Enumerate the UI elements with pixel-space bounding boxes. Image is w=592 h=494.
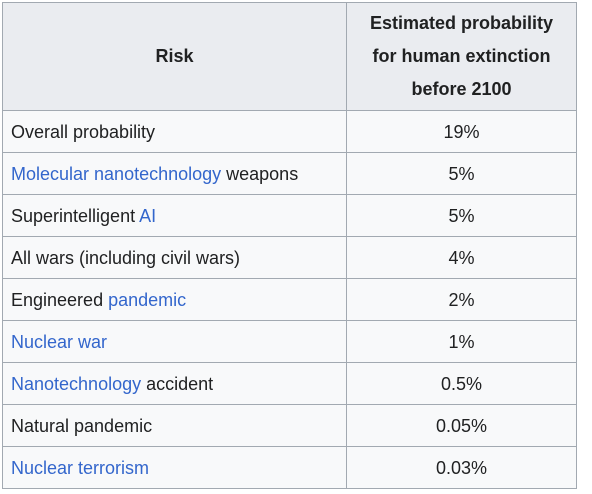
header-probability-line2: for human extinction xyxy=(372,46,551,66)
table-row: Natural pandemic 0.05% xyxy=(2,404,577,447)
risk-table-container: Risk Estimated probability for human ext… xyxy=(2,2,577,489)
probability-cell: 19% xyxy=(346,110,577,153)
risk-link[interactable]: pandemic xyxy=(108,289,187,310)
risk-link[interactable]: AI xyxy=(139,205,157,226)
probability-cell: 4% xyxy=(346,236,577,279)
header-risk[interactable]: Risk xyxy=(2,2,347,111)
probability-cell: 0.5% xyxy=(346,362,577,405)
probability-cell: 0.03% xyxy=(346,446,577,489)
risk-cell: Natural pandemic xyxy=(2,404,347,447)
risk-link[interactable]: Nanotechnology xyxy=(11,373,142,394)
header-row: Risk Estimated probability for human ext… xyxy=(2,2,577,111)
probability-cell: 5% xyxy=(346,194,577,237)
probability-cell: 2% xyxy=(346,278,577,321)
risk-cell: Nuclear terrorism xyxy=(2,446,347,489)
header-probability-line3: before 2100 xyxy=(411,79,512,99)
header-probability[interactable]: Estimated probability for human extincti… xyxy=(346,2,577,111)
risk-text-pre: Superintelligent xyxy=(11,205,140,226)
probability-cell: 5% xyxy=(346,152,577,195)
table-row: Superintelligent AI 5% xyxy=(2,194,577,237)
risk-text-post: weapons xyxy=(221,163,299,184)
header-probability-line1: Estimated probability xyxy=(369,13,554,33)
table-row: Overall probability 19% xyxy=(2,110,577,153)
table-row: Nuclear terrorism 0.03% xyxy=(2,446,577,489)
risk-text-post: accident xyxy=(141,373,214,394)
table-row: All wars (including civil wars) 4% xyxy=(2,236,577,279)
risk-cell: Overall probability xyxy=(2,110,347,153)
risk-text-pre: Engineered xyxy=(11,289,109,310)
risk-text-post: Overall probability xyxy=(11,121,156,142)
risk-cell: Nanotechnology accident xyxy=(2,362,347,405)
risk-link[interactable]: Nuclear war xyxy=(11,331,108,352)
table-row: Molecular nanotechnology weapons 5% xyxy=(2,152,577,195)
risk-cell: All wars (including civil wars) xyxy=(2,236,347,279)
risk-link[interactable]: Nuclear terrorism xyxy=(11,457,150,478)
risk-cell: Superintelligent AI xyxy=(2,194,347,237)
probability-cell: 0.05% xyxy=(346,404,577,447)
risk-cell: Engineered pandemic xyxy=(2,278,347,321)
risk-text-pre: Natural pandemic xyxy=(11,415,153,436)
table-row: Nanotechnology accident 0.5% xyxy=(2,362,577,405)
extinction-risk-table: Risk Estimated probability for human ext… xyxy=(2,2,577,489)
risk-link[interactable]: Molecular nanotechnology xyxy=(11,163,222,184)
table-row: Engineered pandemic 2% xyxy=(2,278,577,321)
risk-cell: Nuclear war xyxy=(2,320,347,363)
probability-cell: 1% xyxy=(346,320,577,363)
table-row: Nuclear war 1% xyxy=(2,320,577,363)
risk-cell: Molecular nanotechnology weapons xyxy=(2,152,347,195)
risk-text-pre: All wars (including civil wars) xyxy=(11,247,241,268)
